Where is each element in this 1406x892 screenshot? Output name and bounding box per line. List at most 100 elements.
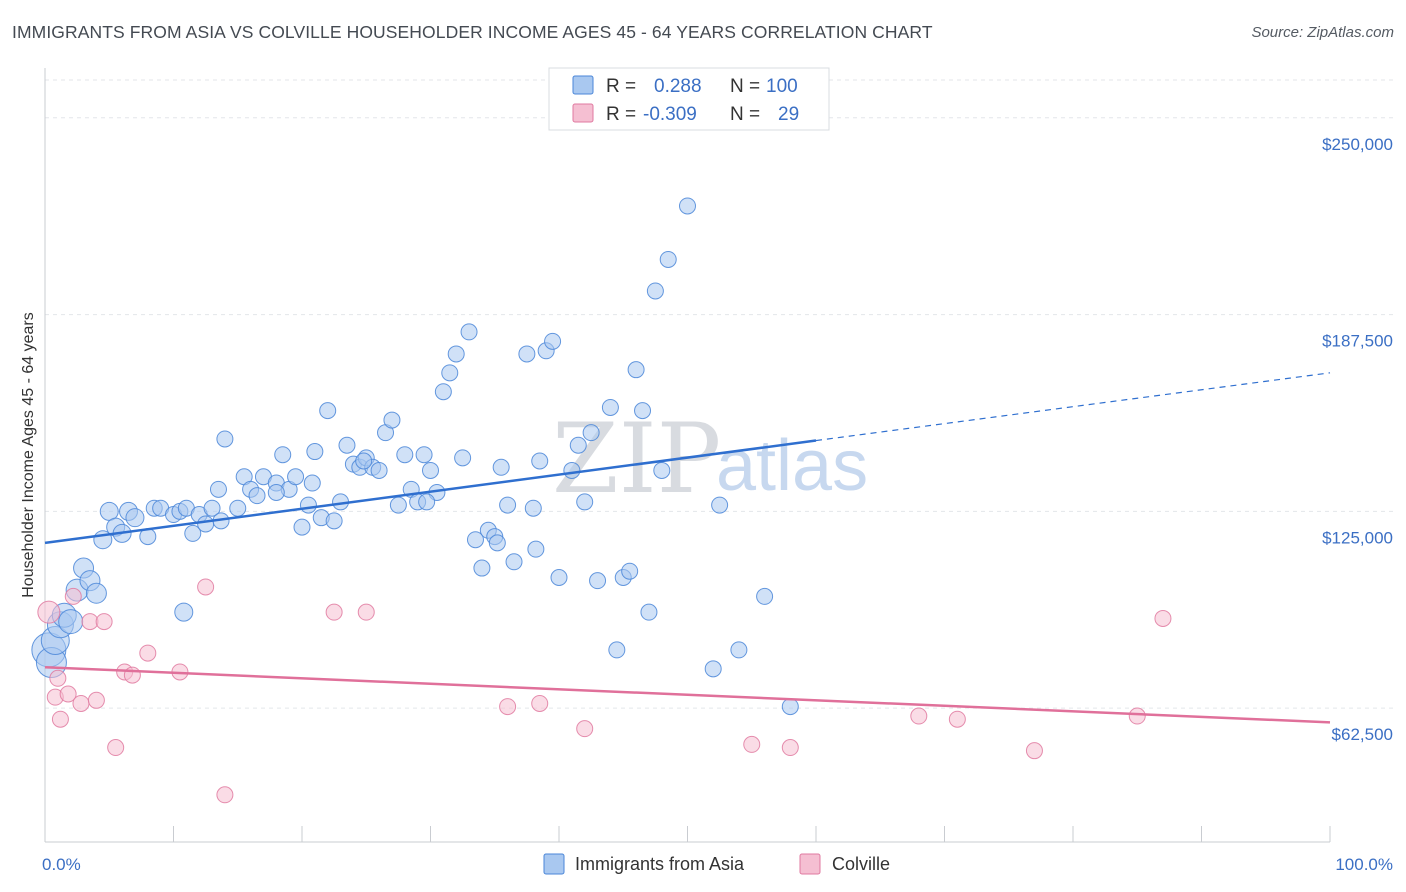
point-immigrants-from-asia	[679, 197, 696, 215]
point-colville	[87, 691, 105, 709]
y-tick-label: $187,500	[1322, 332, 1393, 351]
point-immigrants-from-asia	[229, 499, 247, 517]
point-immigrants-from-asia	[418, 493, 436, 511]
point-immigrants-from-asia	[306, 443, 324, 461]
y-tick-label: $62,500	[1332, 725, 1393, 744]
point-immigrants-from-asia	[527, 540, 545, 558]
trend-lines	[44, 372, 1331, 724]
point-colville	[81, 613, 99, 631]
point-immigrants-from-asia	[319, 402, 337, 420]
point-immigrants-from-asia	[299, 496, 317, 514]
point-colville	[95, 613, 113, 631]
series-legend: Immigrants from Asia Colville	[543, 853, 890, 875]
point-immigrants-from-asia	[488, 534, 506, 552]
point-immigrants-from-asia	[58, 609, 84, 635]
point-immigrants-from-asia	[125, 508, 145, 528]
point-colville	[216, 786, 234, 804]
point-immigrants-from-asia	[601, 398, 619, 416]
trend-line-colville	[44, 665, 1331, 724]
point-colville	[72, 694, 90, 712]
point-colville	[499, 698, 517, 716]
point-immigrants-from-asia	[370, 461, 388, 479]
legend-swatch-asia	[572, 75, 594, 95]
point-immigrants-from-asia	[492, 458, 510, 476]
series-legend-swatch-asia	[543, 853, 565, 875]
correlation-legend: R = 0.288 N = 100 R = -0.309 N = 29	[548, 67, 830, 131]
trend-line-asia-extension	[815, 372, 1331, 442]
tick-labels: $250,000 $187,500 $125,000 $62,500 0.0% 100.0…	[42, 135, 1393, 874]
point-immigrants-from-asia	[704, 660, 722, 678]
point-immigrants-from-asia	[589, 572, 607, 590]
point-colville	[197, 578, 215, 596]
point-immigrants-from-asia	[711, 496, 729, 514]
point-immigrants-from-asia	[608, 641, 626, 659]
point-colville	[781, 739, 799, 757]
point-colville	[64, 587, 82, 605]
point-colville	[37, 600, 61, 624]
point-immigrants-from-asia	[563, 461, 581, 479]
point-immigrants-from-asia	[576, 493, 594, 511]
point-immigrants-from-asia	[756, 587, 774, 605]
point-colville	[139, 644, 157, 662]
point-colville	[531, 694, 549, 712]
series-legend-label-colville: Colville	[832, 854, 890, 874]
legend-n-value-colville: 29	[778, 104, 799, 125]
point-immigrants-from-asia	[383, 411, 401, 429]
y-tick-label: $250,000	[1322, 135, 1393, 154]
point-immigrants-from-asia	[441, 364, 459, 382]
point-immigrants-from-asia	[434, 383, 452, 401]
point-immigrants-from-asia	[454, 449, 472, 467]
point-immigrants-from-asia	[203, 499, 221, 517]
point-immigrants-from-asia	[422, 461, 439, 479]
point-immigrants-from-asia	[634, 402, 652, 420]
point-immigrants-from-asia	[303, 474, 321, 492]
point-immigrants-from-asia	[85, 582, 107, 604]
point-immigrants-from-asia	[274, 446, 292, 464]
x-tick-label-max: 100.0%	[1335, 855, 1393, 874]
point-immigrants-from-asia	[550, 569, 568, 587]
point-immigrants-from-asia	[531, 452, 549, 470]
point-immigrants-from-asia	[582, 424, 600, 442]
point-immigrants-from-asia	[325, 512, 343, 530]
point-immigrants-from-asia	[293, 518, 311, 536]
axes	[44, 68, 1331, 843]
source-label: Source: ZipAtlas.com	[1251, 24, 1394, 41]
point-immigrants-from-asia	[338, 436, 356, 454]
legend-swatch-colville	[572, 103, 594, 123]
point-colville	[576, 720, 594, 738]
point-immigrants-from-asia	[524, 499, 542, 517]
legend-n-label-asia: N =	[730, 76, 760, 97]
point-colville	[1128, 707, 1146, 725]
legend-r-value-asia: 0.288	[654, 76, 702, 97]
point-immigrants-from-asia	[248, 487, 266, 505]
point-colville	[59, 685, 77, 703]
point-colville	[743, 735, 761, 753]
point-colville	[1025, 742, 1043, 760]
series-legend-swatch-colville	[799, 853, 821, 875]
point-immigrants-from-asia	[216, 430, 234, 448]
y-tick-label: $125,000	[1322, 528, 1393, 547]
trend-line-asia	[44, 439, 817, 545]
point-immigrants-from-asia	[209, 480, 227, 498]
point-immigrants-from-asia	[389, 496, 407, 514]
point-immigrants-from-asia	[569, 436, 587, 454]
point-immigrants-from-asia	[646, 282, 664, 300]
point-colville	[325, 603, 343, 621]
point-immigrants-from-asia	[499, 496, 517, 514]
point-immigrants-from-asia	[505, 553, 523, 571]
x-tick-label-min: 0.0%	[42, 855, 81, 874]
point-immigrants-from-asia	[396, 446, 414, 464]
legend-n-label-colville: N =	[730, 104, 760, 125]
point-colville	[357, 603, 375, 621]
point-immigrants-from-asia	[659, 250, 677, 268]
point-immigrants-from-asia	[781, 698, 799, 716]
point-immigrants-from-asia	[518, 345, 536, 363]
watermark-atlas: atlas	[716, 426, 868, 506]
point-colville	[49, 669, 67, 687]
chart-title: IMMIGRANTS FROM ASIA VS COLVILLE HOUSEHO…	[12, 22, 933, 42]
point-immigrants-from-asia	[730, 641, 748, 659]
point-immigrants-from-asia	[621, 562, 639, 580]
point-immigrants-from-asia	[184, 524, 202, 542]
legend-r-label-colville: R =	[606, 104, 636, 125]
grid	[45, 79, 1395, 709]
